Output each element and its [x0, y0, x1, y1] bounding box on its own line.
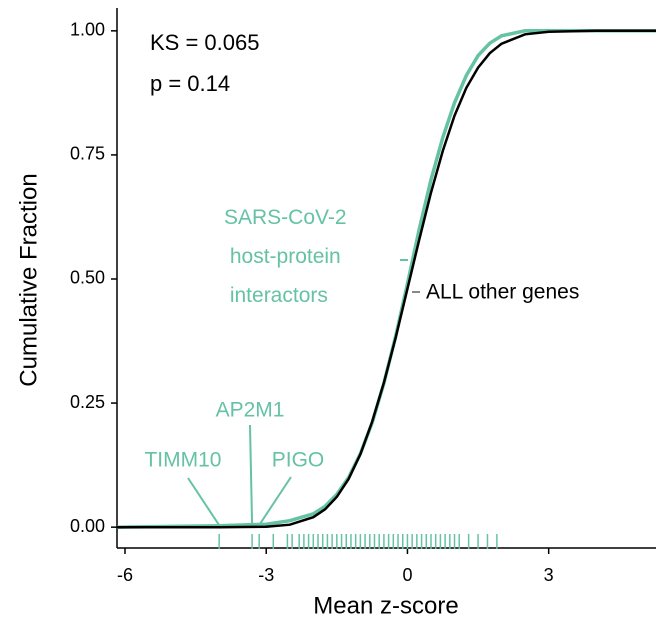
cdf-line [117, 29, 656, 529]
x-tick-label: 3 [544, 565, 554, 585]
y-tick-label: 0.75 [70, 144, 105, 164]
ks-stat: KS = 0.065 [150, 30, 259, 55]
x-tick-label: -6 [117, 565, 133, 585]
y-tick-label: 0.25 [70, 392, 105, 412]
gene-pointer [249, 424, 254, 526]
gene-label: PIGO [272, 449, 325, 472]
gene-label: AP2M1 [216, 399, 285, 422]
gene-pointer [258, 476, 292, 526]
p-value: p = 0.14 [150, 71, 230, 96]
x-tick-label: -3 [258, 565, 274, 585]
y-tick-label: 1.00 [70, 20, 105, 40]
gene-pointer [187, 477, 220, 526]
gene-label: TIMM10 [144, 449, 221, 472]
series-label: SARS-CoV-2 host-protein interactors [224, 206, 347, 307]
y-tick-label: 0.50 [70, 268, 105, 288]
x-tick-label: 0 [402, 565, 412, 585]
series-label: ALL other genes [426, 281, 579, 304]
y-axis-title: Cumulative Fraction [15, 173, 42, 386]
x-axis-title: Mean z-score [313, 592, 458, 619]
y-tick-label: 0.00 [70, 516, 105, 536]
